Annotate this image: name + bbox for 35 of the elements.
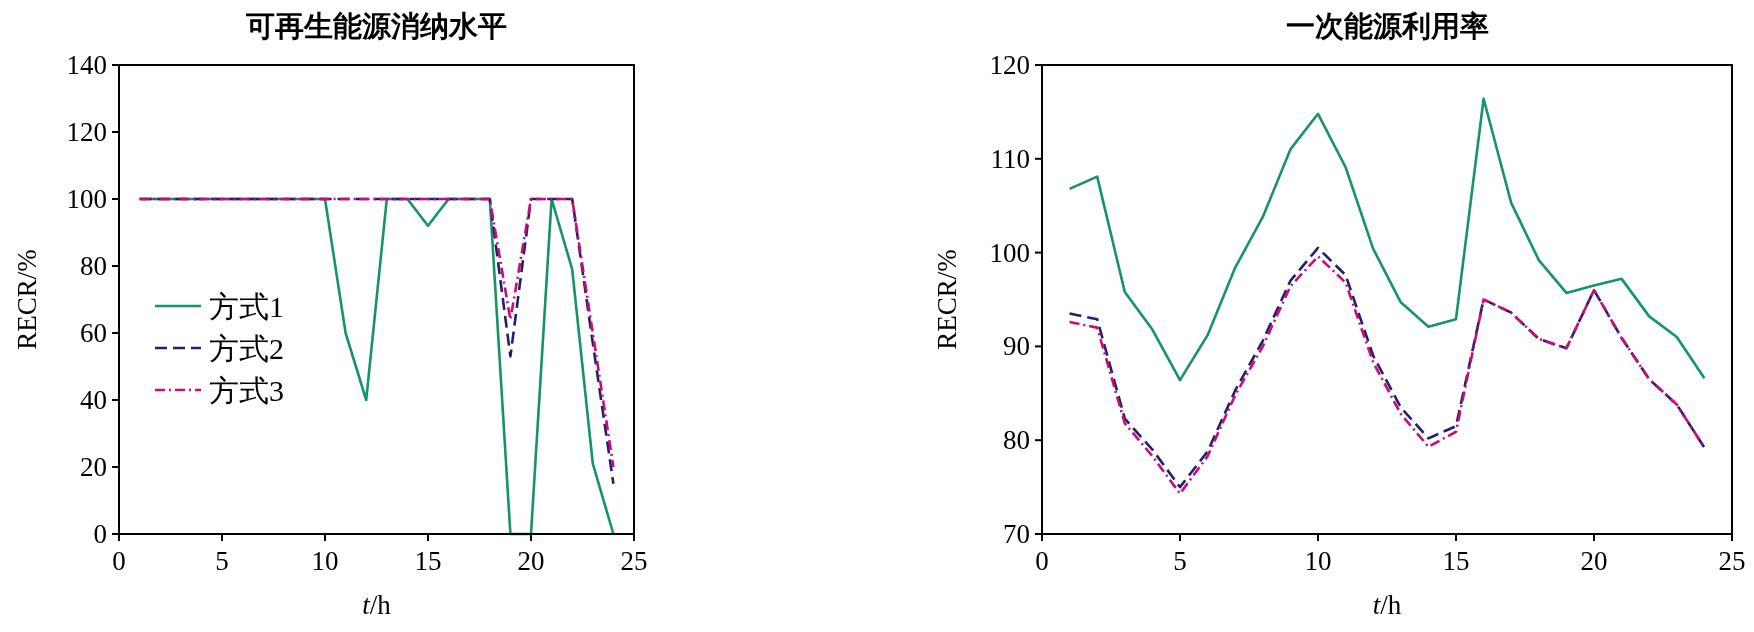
y-tick-label: 140 xyxy=(66,50,107,80)
y-tick-label: 80 xyxy=(80,251,107,281)
legend-label: 方式1 xyxy=(209,290,284,323)
x-tick-label: 10 xyxy=(311,546,339,576)
x-tick-label: 20 xyxy=(1580,546,1608,576)
legend-label: 方式2 xyxy=(209,332,284,365)
y-tick-label: 40 xyxy=(80,385,107,415)
x-tick-label: 20 xyxy=(517,546,545,576)
x-axis-title: t/h xyxy=(362,590,392,620)
x-axis-title: t/h xyxy=(1372,590,1402,620)
x-tick-label: 15 xyxy=(1442,546,1470,576)
x-tick-label: 10 xyxy=(1304,546,1332,576)
y-tick-label: 100 xyxy=(989,237,1030,268)
y-tick-label: 60 xyxy=(80,318,107,348)
y-tick-label: 80 xyxy=(1003,425,1030,456)
y-tick-label: 120 xyxy=(66,117,107,147)
x-tick-label: 0 xyxy=(112,546,126,576)
x-tick-label: 5 xyxy=(1173,546,1187,576)
y-tick-label: 120 xyxy=(989,50,1030,80)
x-tick-label: 25 xyxy=(620,546,648,576)
legend-label: 方式3 xyxy=(209,374,284,407)
y-tick-label: 90 xyxy=(1003,331,1030,362)
y-tick-label: 0 xyxy=(93,519,107,549)
y-axis-title: RECR/% xyxy=(12,249,42,350)
x-tick-label: 5 xyxy=(215,546,229,576)
y-tick-label: 110 xyxy=(990,143,1030,174)
y-tick-label: 70 xyxy=(1003,519,1030,549)
y-tick-label: 20 xyxy=(80,452,107,482)
x-tick-label: 15 xyxy=(414,546,442,576)
x-tick-label: 25 xyxy=(1718,546,1746,576)
chart-title: 一次能源利用率 xyxy=(1285,10,1489,42)
y-axis-title: RECR/% xyxy=(932,249,962,350)
x-tick-label: 0 xyxy=(1035,546,1049,576)
y-tick-label: 100 xyxy=(66,184,107,214)
chart-title: 可再生能源消纳水平 xyxy=(245,10,507,42)
